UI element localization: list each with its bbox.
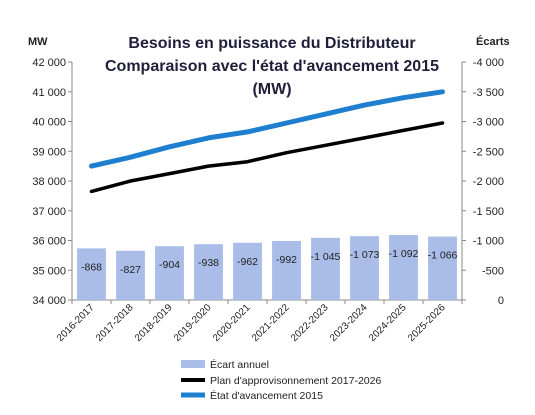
bar: [233, 242, 262, 300]
bar-data-label: -1 066: [428, 250, 458, 262]
left-axis-unit: MW: [28, 36, 48, 48]
x-axis: 2016-20172017-20182018-20192019-20202020…: [55, 300, 463, 344]
series-line-plan: [89, 121, 445, 194]
legend-label-plan: Plan d'approvisonnement 2017-2026: [210, 375, 381, 387]
bar-data-label: -904: [159, 259, 180, 271]
bar-data-label: -938: [198, 257, 219, 269]
chart-title: Besoins en puissance du Distributeur Com…: [105, 35, 439, 98]
bar: [272, 240, 301, 300]
right-tick-label: -1 500: [473, 206, 504, 218]
right-tick-label: -3 500: [473, 87, 504, 99]
right-tick-label: -3 000: [473, 117, 504, 129]
left-tick-label: 42 000: [32, 57, 66, 69]
legend: Écart annuel Plan d'approvisonnement 201…: [181, 358, 381, 402]
bar-data-label: -992: [276, 254, 297, 266]
left-tick-label: 39 000: [32, 146, 66, 158]
bar-data-label: -1 092: [389, 248, 419, 260]
left-tick-label: 40 000: [32, 117, 66, 129]
bar-data-labels: -868 -827 -904 -938 -962 -992 -1 045 -1 073 -1 0…: [81, 248, 458, 276]
right-tick-label: -500: [482, 265, 504, 277]
left-tick-label: 38 000: [32, 176, 66, 188]
bar: [389, 235, 418, 300]
bar-data-label: -1 073: [350, 249, 380, 261]
bar: [116, 250, 145, 300]
x-tick-label: 2024-2025: [367, 302, 409, 344]
left-tick-label: 34 000: [32, 295, 66, 307]
bar: [428, 236, 457, 300]
bar: [311, 237, 340, 300]
chart-title-line-3: (MW): [252, 81, 291, 98]
bar-data-label: -962: [237, 256, 258, 268]
legend-swatch-bars: [181, 360, 205, 368]
bar-data-label: -868: [81, 261, 102, 273]
legend-label-etat: État d'avancement 2015: [210, 389, 323, 402]
bar: [194, 244, 223, 300]
x-tick-label: 2017-2018: [94, 302, 136, 344]
bar-data-label: -1 045: [311, 251, 341, 263]
series-line-etat: [89, 89, 445, 169]
left-tick-label: 36 000: [32, 236, 66, 248]
chart-title-line-2: Comparaison avec l'état d'avancement 201…: [105, 58, 439, 75]
x-tick-label: 2018-2019: [133, 302, 175, 344]
bar-data-label: -827: [120, 264, 141, 276]
bar: [155, 246, 184, 300]
x-tick-label: 2016-2017: [55, 302, 97, 344]
x-tick-label: 2022-2023: [289, 302, 331, 344]
legend-label-bars: Écart annuel: [210, 358, 269, 371]
right-tick-label: -1 000: [473, 236, 504, 248]
right-tick-label: -4 000: [473, 57, 504, 69]
left-axis: 34 000 35 000 36 000 37 000 38 000 39 000 40 0…: [32, 57, 72, 307]
left-tick-label: 35 000: [32, 265, 66, 277]
chart-title-line-1: Besoins en puissance du Distributeur: [128, 35, 415, 52]
right-axis: 0 -500 -1 000 -1 500 -2 000 -2 500 -3 000 -3 50…: [462, 57, 504, 307]
left-tick-label: 41 000: [32, 87, 66, 99]
x-tick-label: 2019-2020: [172, 302, 214, 344]
line-series: [89, 89, 445, 194]
bar: [77, 248, 106, 300]
bar-series: [77, 235, 457, 300]
x-tick-label: 2021-2022: [250, 302, 292, 344]
x-tick-label: 2023-2024: [328, 302, 370, 344]
right-tick-label: -2 500: [473, 146, 504, 158]
left-tick-label: 37 000: [32, 206, 66, 218]
x-tick-label: 2025-2026: [406, 302, 448, 344]
right-axis-unit: Écarts: [476, 35, 510, 48]
x-tick-label: 2020-2021: [211, 302, 253, 344]
right-tick-label: 0: [498, 295, 504, 307]
right-tick-label: -2 000: [473, 176, 504, 188]
bar: [350, 236, 379, 300]
